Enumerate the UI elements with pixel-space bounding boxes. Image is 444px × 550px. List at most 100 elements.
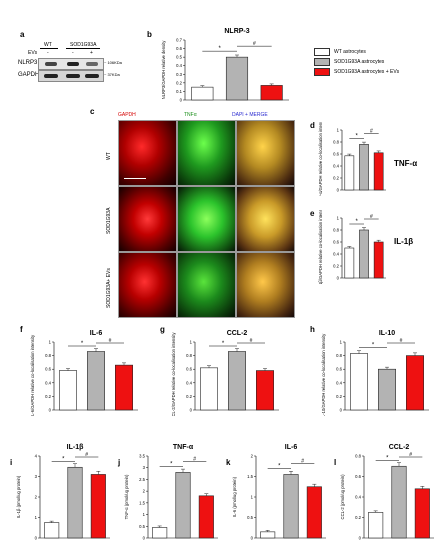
y-tick-label: 0.2 <box>45 394 51 399</box>
significance-star: * <box>218 46 221 52</box>
bar <box>256 370 274 411</box>
chart-ccl2-coloc: CCL-2 CCL-2/GAPDH relative co-localisatio… <box>171 330 279 416</box>
panel-label-c: c <box>90 107 95 116</box>
significance-hash: # <box>109 338 112 344</box>
bar <box>87 351 105 411</box>
y-tick-label: 3 <box>35 474 38 479</box>
bar <box>115 364 133 411</box>
significance-star: * <box>355 219 358 225</box>
wb-evs-minus-1: - <box>47 50 49 56</box>
chart-nlrp3: NLRP-3 NLRP3/GAPDH relative density 0 0.1 0.… <box>161 28 289 103</box>
y-tick-label: 0.6 <box>176 46 182 51</box>
legend-item-ev: SOD1G93A astrocytes + EVs <box>314 67 399 77</box>
bar <box>59 370 77 411</box>
y-tick-label: 1 <box>337 216 340 221</box>
bar <box>191 86 214 101</box>
bar <box>228 351 246 411</box>
y-tick-label: 0.7 <box>176 38 182 43</box>
bar <box>306 486 322 539</box>
side-label-il1b: IL-1β <box>394 237 414 246</box>
bar <box>368 512 384 539</box>
chart-il6-elisa: IL-6 IL-6 (pmol/ug protein) 0 0.5 1 1.5 2 * # <box>232 444 326 541</box>
legend-item-wt: WT astrocytes <box>314 47 399 57</box>
y-tick-label: 2 <box>143 489 146 494</box>
micro-row-wt: WT <box>106 152 112 160</box>
y-axis-label: NLRP3/GAPDH relative density <box>161 40 166 100</box>
significance-hash: # <box>301 458 304 464</box>
wb-col-wt: WT <box>44 42 52 48</box>
significance-star: * <box>222 341 225 347</box>
significance-star: * <box>386 455 389 461</box>
chart-title: IL-6 <box>90 330 103 337</box>
y-tick-label: 0 <box>190 408 193 413</box>
y-tick-label: 0 <box>251 536 254 541</box>
y-tick-label: 1 <box>337 128 340 133</box>
y-tick-label: 0.6 <box>45 367 51 372</box>
bar <box>359 144 369 191</box>
y-tick-label: 3.5 <box>139 454 145 459</box>
microscopy-grid: GAPDH TNFα DAPI + MERGE WT SOD1G93A SOD1… <box>102 112 302 320</box>
y-tick-label: 0.2 <box>333 264 339 269</box>
bar <box>283 474 299 539</box>
panel-label-l: l <box>334 458 337 467</box>
micro-ev-tnf <box>177 252 236 318</box>
micro-head-tnf: TNFα <box>184 112 197 118</box>
y-tick-label: 0 <box>337 276 340 281</box>
y-tick-label: 3 <box>143 465 146 470</box>
y-tick-label: 0.8 <box>333 228 339 233</box>
significance-star: * <box>62 456 65 462</box>
significance-hash: # <box>193 456 196 462</box>
panel-label-g: g <box>160 325 165 334</box>
bar <box>359 229 369 279</box>
micro-wt-tnf <box>177 120 236 186</box>
wb-row-gapdh: GAPDH <box>18 72 40 78</box>
micro-sod-merge <box>236 186 295 252</box>
significance-star: * <box>355 133 358 139</box>
chart-title: IL-1β <box>67 444 84 451</box>
significance-star: * <box>81 341 84 347</box>
significance-hash: # <box>85 452 88 458</box>
y-tick-label: 0.1 <box>176 89 182 94</box>
y-tick-label: 0.4 <box>176 63 182 68</box>
chart-title: IL-10 <box>379 330 395 337</box>
y-tick-label: 0.2 <box>336 394 342 399</box>
panel-label-k: k <box>226 458 231 467</box>
chart-il10-coloc: IL-10 IL-10/GAPDH relative co-localisatio… <box>321 330 429 416</box>
y-tick-label: 0.2 <box>333 176 339 181</box>
bar <box>344 155 355 191</box>
y-axis-label: IL-6/GAPDH relative co-localisation inte… <box>30 334 35 416</box>
side-label-tnf: TNF-α <box>394 159 418 168</box>
bar <box>90 474 106 539</box>
significance-hash: # <box>253 41 256 47</box>
wb-membrane-nlrp3 <box>38 58 104 70</box>
y-tick-label: 1 <box>190 340 193 345</box>
y-tick-label: 2 <box>251 454 254 459</box>
bar <box>414 488 430 539</box>
y-tick-label: 0.2 <box>176 80 182 85</box>
y-tick-label: 0.4 <box>333 164 339 169</box>
panel-label-j: j <box>118 458 121 467</box>
y-tick-label: 0.5 <box>139 524 145 529</box>
y-tick-label: 1 <box>251 495 254 500</box>
y-tick-label: 0.4 <box>355 495 361 500</box>
micro-ev-merge <box>236 252 295 318</box>
bar <box>260 531 276 539</box>
scale-bar <box>124 178 146 179</box>
y-tick-label: 1 <box>143 512 146 517</box>
bar <box>373 241 384 279</box>
y-tick-label: 0.5 <box>176 55 182 60</box>
bar <box>198 495 214 539</box>
micro-head-gapdh: GAPDH <box>118 112 136 118</box>
bar <box>391 465 407 539</box>
panel-label-h: h <box>310 325 315 334</box>
y-tick-label: 0.6 <box>333 152 339 157</box>
y-tick-label: 0.3 <box>176 72 182 77</box>
wb-row-nlrp3: NLRP3 <box>18 60 38 66</box>
wb-kda-nlrp3: ~ 106KDa <box>104 60 122 65</box>
chart-il1b-coloc: IL_1β/GAPDH relative co-localisation int… <box>318 210 386 284</box>
chart-tnf-elisa: TNF-α TNF-α (pmol/ug protein) 0 0.5 1 1.5 2 2.5… <box>124 444 218 541</box>
wb-col-sod: SOD1G93A <box>70 42 97 48</box>
micro-row-ev: SOD1G93A+ EVs <box>106 268 112 308</box>
y-axis-label: CCL-2 (pmol/ug protein) <box>340 474 345 520</box>
chart-title: CCL-2 <box>227 330 248 337</box>
